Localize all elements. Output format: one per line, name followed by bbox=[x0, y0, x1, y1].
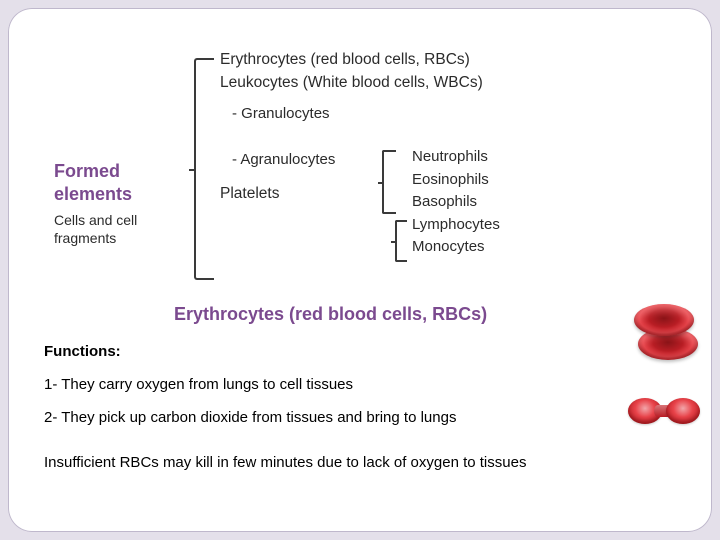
title-line-2: elements bbox=[54, 184, 132, 204]
cell-type: Eosinophils bbox=[412, 169, 552, 192]
functions-label: Functions: bbox=[44, 343, 676, 360]
formed-elements-subtitle: Cells and cell fragments bbox=[54, 211, 189, 247]
rbc-illustration-top bbox=[630, 304, 700, 394]
function-2: 2- They pick up carbon dioxide from tiss… bbox=[44, 409, 676, 426]
insufficient-note: Insufficient RBCs may kill in few minute… bbox=[44, 454, 676, 471]
left-column: Formed elements Cells and cell fragments bbox=[54, 160, 189, 247]
slide: Formed elements Cells and cell fragments… bbox=[8, 8, 712, 532]
cell-type: Lymphocytes bbox=[412, 214, 552, 237]
cell-type: Basophils bbox=[412, 191, 552, 214]
bracket-main bbox=[194, 58, 214, 280]
function-1: 1- They carry oxygen from lungs to cell … bbox=[44, 376, 676, 393]
bracket-agranulocytes bbox=[395, 220, 407, 262]
title-line-1: Formed bbox=[54, 161, 120, 181]
hierarchy-diagram: Formed elements Cells and cell fragments… bbox=[44, 42, 676, 302]
bracket-granulocytes bbox=[382, 150, 396, 214]
rbc-disc-icon bbox=[634, 304, 694, 336]
leukocytes-line: Leukocytes (White blood cells, WBCs) bbox=[220, 73, 540, 94]
granulocytes-line: - Granulocytes bbox=[232, 104, 540, 124]
cell-type: Monocytes bbox=[412, 236, 552, 259]
erythrocytes-line: Erythrocytes (red blood cells, RBCs) bbox=[220, 50, 540, 71]
section-title: Erythrocytes (red blood cells, RBCs) bbox=[174, 304, 676, 325]
right-column: Neutrophils Eosinophils Basophils Lympho… bbox=[412, 146, 552, 259]
formed-elements-title: Formed elements bbox=[54, 160, 189, 205]
rbc-illustration-side bbox=[628, 396, 700, 430]
cell-type: Neutrophils bbox=[412, 146, 552, 169]
rbc-biconcave-icon bbox=[628, 396, 700, 426]
rbc-biconcave-mid bbox=[654, 405, 674, 417]
